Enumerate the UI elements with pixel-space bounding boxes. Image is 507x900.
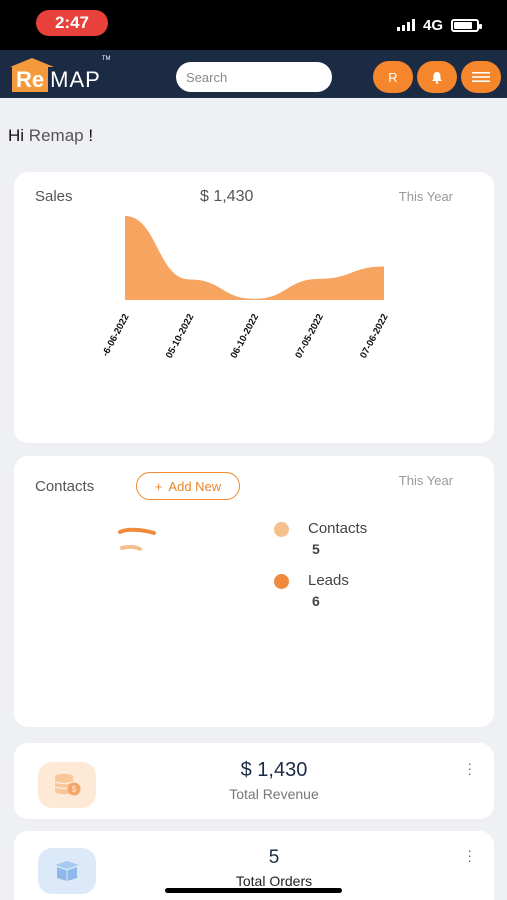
x-tick-label: 07-05-2022 (293, 312, 326, 360)
leads-legend-dot (274, 574, 289, 589)
svg-text:$: $ (72, 785, 77, 794)
leads-legend-count: 6 (312, 593, 320, 609)
logo-prefix: Re (9, 58, 55, 92)
avatar-initial: R (388, 69, 398, 85)
sales-total: $ 1,430 (200, 188, 254, 205)
app-header: Re MAP TM R (0, 50, 507, 98)
greeting-name: Remap (28, 126, 84, 145)
box-icon (38, 848, 96, 894)
add-new-button[interactable]: + Add New (136, 472, 240, 500)
x-tick-label: 05-10-2022 (164, 312, 197, 360)
logo-suffix: MAP (50, 67, 101, 92)
logo-tm: TM (101, 56, 111, 62)
revenue-value: $ 1,430 (240, 759, 308, 781)
contacts-title: Contacts (35, 478, 95, 495)
revenue-card[interactable]: $ $ 1,430 Total Revenue · · · (14, 743, 494, 819)
x-tick-label: -6-06-2022 (100, 312, 132, 358)
network-label: 4G (422, 16, 443, 34)
sales-title: Sales (35, 188, 73, 205)
sales-card: Sales $ 1,430 This Year -6-06-2022 05-10-… (14, 172, 494, 443)
sales-area-series (125, 216, 384, 300)
orders-more-icon[interactable]: · · · (467, 842, 472, 868)
leads-legend-label: Leads (308, 572, 349, 589)
coins-icon: $ (38, 762, 96, 808)
contacts-card: Contacts + Add New This Year Contacts 5 … (14, 456, 494, 727)
plus-icon: + (154, 478, 163, 494)
revenue-label: Total Revenue (229, 786, 319, 802)
signal-icon (396, 19, 415, 31)
status-bar: 2:47 4G (0, 0, 507, 50)
sales-period[interactable]: This Year (398, 189, 453, 204)
revenue-more-icon[interactable]: · · · (467, 755, 472, 781)
contacts-legend-label: Contacts (308, 520, 368, 537)
remap-logo[interactable]: Re MAP TM (9, 56, 110, 92)
x-tick-label: 07-06-2022 (358, 312, 391, 360)
sales-chart: -6-06-2022 05-10-2022 06-10-2022 07-05-2022… (100, 216, 391, 360)
status-time: 2:47 (36, 10, 108, 36)
search-input[interactable] (176, 62, 332, 92)
greeting-exclamation: ! (88, 126, 94, 145)
battery-icon (451, 18, 482, 32)
greeting: Hi Remap ! (8, 126, 93, 146)
greeting-hi: Hi (8, 126, 25, 145)
contacts-period[interactable]: This Year (398, 473, 453, 488)
bell-icon (432, 71, 442, 84)
avatar-button[interactable]: R (373, 61, 413, 93)
orders-label: Total Orders (235, 873, 313, 889)
contacts-legend-dot (274, 522, 289, 537)
hamburger-icon (472, 72, 490, 82)
x-tick-label: 06-10-2022 (229, 312, 262, 360)
notifications-button[interactable] (417, 61, 457, 93)
orders-value: 5 (268, 847, 280, 868)
home-indicator (165, 888, 342, 893)
status-indicators: 4G (396, 14, 482, 36)
contacts-legend-count: 5 (312, 541, 320, 557)
contacts-mini-chart (118, 527, 156, 551)
menu-button[interactable] (461, 61, 501, 93)
add-new-label: Add New (168, 478, 222, 494)
